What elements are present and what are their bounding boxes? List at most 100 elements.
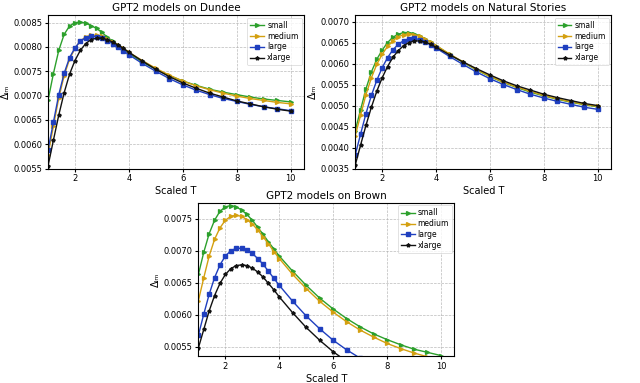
xlarge: [580, 101, 588, 106]
large: [232, 246, 240, 250]
medium: [316, 299, 323, 304]
medium: [378, 52, 386, 57]
medium: [486, 74, 494, 79]
large: [416, 38, 424, 42]
xlarge: [367, 105, 375, 110]
small: [55, 48, 63, 52]
large: [243, 248, 251, 252]
small: [370, 332, 378, 336]
xlarge: [44, 164, 52, 169]
medium: [424, 355, 431, 359]
small: [114, 43, 122, 48]
xlarge: [421, 40, 429, 44]
small: [405, 30, 413, 35]
xlarge: [243, 263, 251, 268]
large: [211, 275, 218, 280]
medium: [356, 113, 364, 118]
medium: [472, 67, 480, 72]
small: [227, 203, 235, 208]
xlarge: [362, 123, 370, 128]
large: [114, 45, 122, 49]
Line: small: small: [196, 204, 443, 357]
large: [432, 46, 440, 50]
large: [500, 82, 508, 87]
xlarge: [343, 359, 351, 363]
medium: [98, 34, 106, 39]
xlarge: [193, 86, 200, 90]
large: [540, 96, 548, 100]
xlarge: [394, 48, 402, 53]
small: [195, 272, 202, 277]
small: [289, 269, 296, 273]
small: [394, 32, 402, 36]
small: [179, 79, 187, 83]
Legend: small, medium, large, xlarge: small, medium, large, xlarge: [398, 205, 452, 253]
Line: small: small: [46, 20, 292, 104]
large: [527, 92, 534, 97]
small: [233, 92, 241, 97]
medium: [44, 152, 52, 157]
large: [152, 69, 159, 74]
medium: [195, 298, 202, 303]
small: [259, 232, 267, 237]
small: [221, 205, 229, 209]
large: [77, 39, 84, 43]
large: [93, 34, 100, 39]
medium: [373, 62, 381, 67]
xlarge: [195, 345, 202, 350]
large: [195, 333, 202, 337]
Y-axis label: Δₗₘ: Δₗₘ: [308, 85, 318, 99]
xlarge: [200, 327, 207, 332]
small: [193, 83, 200, 88]
small: [200, 250, 207, 254]
small: [60, 32, 68, 37]
large: [316, 326, 323, 331]
large: [594, 107, 602, 111]
medium: [246, 96, 254, 101]
medium: [416, 34, 424, 39]
xlarge: [432, 45, 440, 49]
medium: [220, 91, 227, 95]
large: [55, 92, 63, 97]
large: [302, 314, 310, 318]
medium: [120, 46, 127, 51]
medium: [104, 36, 111, 41]
xlarge: [165, 74, 173, 79]
large: [179, 83, 187, 87]
xlarge: [93, 36, 100, 41]
xlarge: [486, 73, 494, 77]
small: [71, 20, 79, 25]
medium: [432, 43, 440, 48]
small: [356, 324, 364, 329]
medium: [82, 34, 90, 39]
small: [125, 51, 132, 56]
medium: [216, 226, 224, 230]
medium: [87, 33, 95, 38]
medium: [362, 92, 370, 97]
medium: [302, 286, 310, 291]
xlarge: [77, 48, 84, 52]
large: [260, 105, 268, 109]
xlarge: [216, 281, 224, 286]
medium: [49, 124, 57, 129]
xlarge: [302, 325, 310, 330]
medium: [500, 80, 508, 84]
small: [232, 205, 240, 209]
large: [287, 108, 294, 113]
small: [98, 30, 106, 34]
xlarge: [254, 270, 262, 274]
medium: [289, 272, 296, 277]
medium: [459, 60, 467, 64]
medium: [445, 52, 453, 56]
medium: [405, 31, 413, 36]
Line: large: large: [353, 36, 600, 157]
large: [370, 363, 378, 367]
xlarge: [87, 37, 95, 42]
small: [554, 97, 561, 101]
medium: [259, 234, 267, 239]
xlarge: [221, 272, 229, 277]
xlarge: [55, 113, 63, 117]
large: [275, 283, 283, 288]
xlarge: [104, 37, 111, 42]
large: [60, 71, 68, 75]
